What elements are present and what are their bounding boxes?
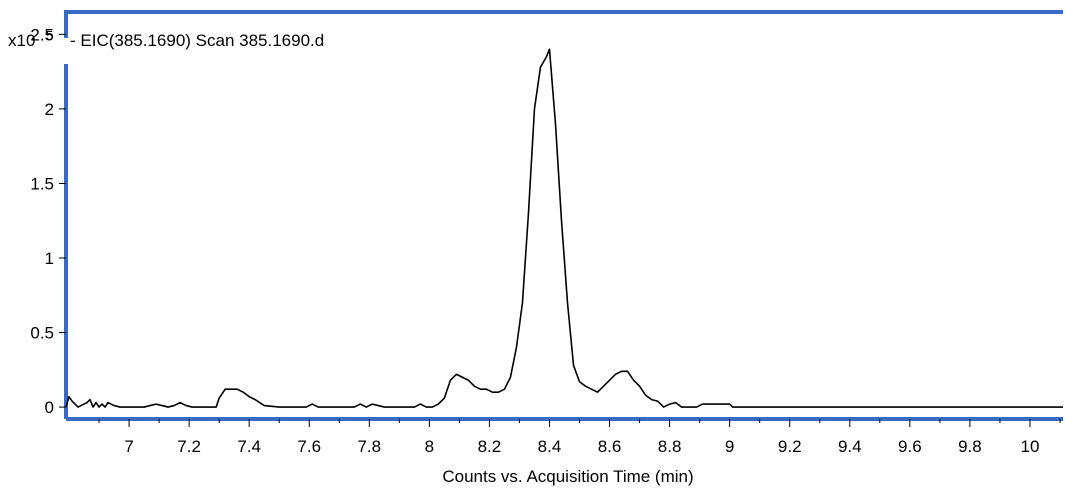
y-tick-label: 0.5 [30, 324, 54, 343]
x-tick-label: 9.8 [958, 437, 982, 456]
y-scale-label: x10 [8, 31, 35, 50]
y-scale-exponent: 5 [46, 28, 53, 43]
x-tick-label: 7.8 [357, 437, 381, 456]
x-tick-label: 7.6 [297, 437, 321, 456]
x-tick-label: 10 [1021, 437, 1040, 456]
x-tick-label: 8.2 [478, 437, 502, 456]
x-tick-label: 9.4 [838, 437, 862, 456]
y-tick-label: 1 [45, 249, 54, 268]
x-tick-label: 8 [425, 437, 434, 456]
x-tick-label: 7 [124, 437, 133, 456]
x-axis-title: Counts vs. Acquisition Time (min) [442, 467, 693, 486]
y-tick-label: 1.5 [30, 174, 54, 193]
y-tick-label: 2 [45, 100, 54, 119]
x-tick-label: 9.2 [778, 437, 802, 456]
x-tick-label: 8.8 [658, 437, 682, 456]
x-tick-label: 9 [725, 437, 734, 456]
y-axis: 0 0.5 1 1.5 2 2.5 [30, 25, 66, 417]
y-tick-label: 2.5 [30, 25, 54, 44]
x-tick-label: 8.6 [598, 437, 622, 456]
y-tick-label: 0 [45, 398, 54, 417]
plot-frame-top [64, 10, 1063, 38]
series-line [65, 48, 1063, 408]
x-tick-label: 7.2 [177, 437, 201, 456]
x-tick-label: 8.4 [538, 437, 562, 456]
x-axis: 7 7.2 7.4 7.6 7.8 8 8.2 8.4 8.6 8.8 9 9.2 9.4 9.6 9.8 1… [98, 419, 1061, 456]
x-tick-label: 9.6 [898, 437, 922, 456]
x-tick-label: 7.4 [237, 437, 261, 456]
chart-title: - EIC(385.1690) Scan 385.1690.d [70, 31, 324, 50]
series-layer [65, 48, 1063, 408]
